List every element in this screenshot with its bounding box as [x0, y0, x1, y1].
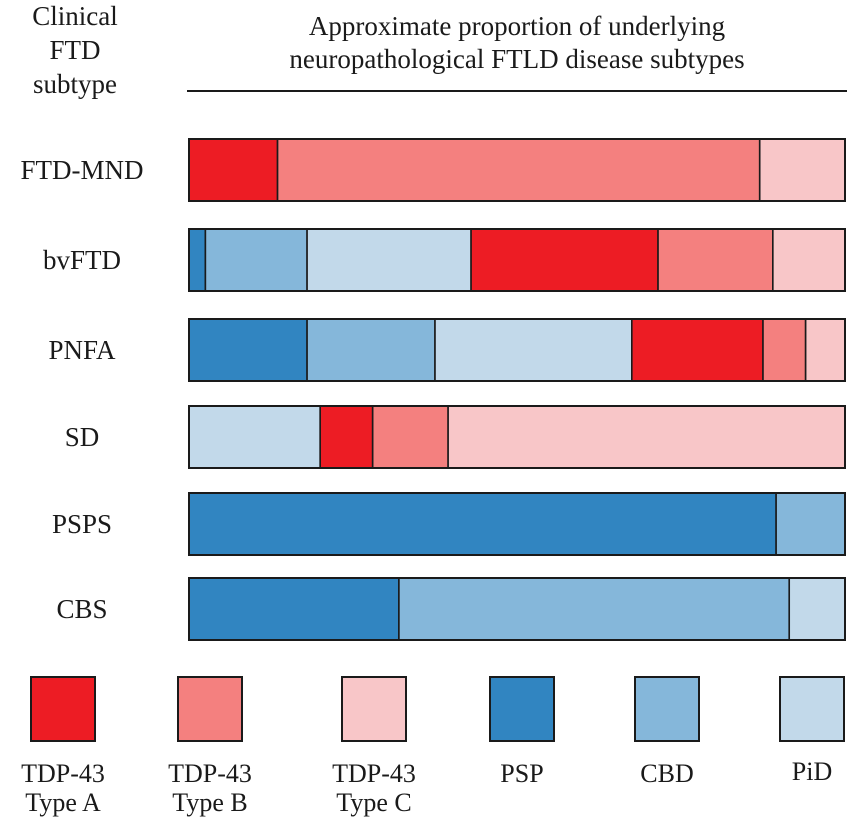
bar-segment-pnfa-pid	[434, 318, 633, 382]
row-header-line-3: subtype	[33, 69, 117, 99]
category-label-ftd-mnd: FTD-MND	[20, 155, 143, 185]
bar-segment-bvftd-tdp-43-type-c	[772, 228, 846, 292]
bar-segment-sd-pid	[188, 405, 321, 469]
legend-label-tdp-43-type-b-line-2: Type B	[172, 788, 247, 817]
bar-segment-bvftd-cbd	[204, 228, 308, 292]
category-label-psps: PSPS	[52, 509, 112, 539]
bar-segment-pnfa-cbd	[306, 318, 436, 382]
legend-item-cbd: CBD	[634, 676, 700, 788]
bar-segment-cbs-pid	[788, 577, 846, 641]
bar-outline-psps	[188, 492, 846, 556]
chart-title-line-2: neuropathological FTLD disease subtypes	[289, 44, 744, 74]
legend-label-tdp-43-type-c-line-2: Type C	[336, 788, 411, 817]
bar-segment-bvftd-tdp-43-type-b	[657, 228, 774, 292]
bars	[188, 138, 846, 641]
bar-segment-sd-tdp-43-type-a	[319, 405, 374, 469]
legend-swatch-cbd	[634, 676, 700, 742]
legend-label-tdp-43-type-a-line-2: Type A	[25, 788, 101, 817]
category-label-bvftd: bvFTD	[43, 245, 121, 275]
legend-label-pid-line-1: PiD	[792, 757, 832, 786]
bar-segment-pnfa-psp	[188, 318, 308, 382]
legend-swatch-pid	[779, 676, 845, 742]
bar-segment-ftd-mnd-tdp-43-type-b	[276, 138, 761, 202]
legend-label-tdp-43-type-c-line-1: TDP-43	[332, 759, 416, 788]
legend-swatch-tdp-43-type-b	[177, 676, 243, 742]
bar-segment-sd-tdp-43-type-c	[447, 405, 846, 469]
bar-outline-cbs	[188, 577, 846, 641]
bar-segment-bvftd-pid	[306, 228, 472, 292]
category-label-pnfa: PNFA	[48, 335, 116, 365]
bar-row-pnfa	[188, 318, 846, 382]
legend-label-tdp-43-type-a-line-1: TDP-43	[21, 759, 105, 788]
legend-label-cbd-line-1: CBD	[640, 759, 693, 788]
legend-label-psp-line-1: PSP	[500, 759, 543, 788]
bar-row-psps	[188, 492, 846, 556]
bar-segment-pnfa-tdp-43-type-a	[630, 318, 764, 382]
bar-segment-psps-psp	[188, 492, 777, 556]
bar-row-bvftd	[188, 228, 846, 292]
bar-row-ftd-mnd	[188, 138, 846, 202]
bar-outline-bvftd	[188, 228, 846, 292]
bar-segment-ftd-mnd-tdp-43-type-a	[188, 138, 279, 202]
bar-row-sd	[188, 405, 846, 469]
legend-label-tdp-43-type-b-line-1: TDP-43	[168, 759, 252, 788]
bar-segment-bvftd-tdp-43-type-a	[470, 228, 659, 292]
category-labels: FTD-MND bvFTD PNFA SD PSPS CBS	[20, 155, 143, 624]
row-header-line-1: Clinical	[32, 1, 117, 31]
chart-title-line-1: Approximate proportion of underlying	[309, 11, 725, 41]
row-header-line-2: FTD	[49, 35, 100, 65]
legend-swatch-tdp-43-type-a	[30, 676, 96, 742]
bar-row-cbs	[188, 577, 846, 641]
legend-swatch-psp	[489, 676, 555, 742]
bar-outline-pnfa	[188, 318, 846, 382]
row-header: Clinical FTD subtype	[32, 1, 117, 99]
bar-outline-ftd-mnd	[188, 138, 846, 202]
bar-segment-cbs-psp	[188, 577, 400, 641]
bar-segment-bvftd-psp	[188, 228, 207, 292]
legend-swatch-tdp-43-type-c	[341, 676, 407, 742]
bar-segment-pnfa-tdp-43-type-c	[804, 318, 846, 382]
bar-segment-sd-tdp-43-type-b	[371, 405, 449, 469]
legend-item-psp: PSP	[489, 676, 555, 788]
legend-item-pid: PiD	[779, 676, 845, 786]
category-label-sd: SD	[65, 422, 100, 452]
bar-segment-psps-cbd	[775, 492, 846, 556]
chart-title: Approximate proportion of underlying neu…	[289, 11, 744, 74]
bar-outline-sd	[188, 405, 846, 469]
bar-segment-ftd-mnd-tdp-43-type-c	[758, 138, 846, 202]
category-label-cbs: CBS	[56, 594, 107, 624]
bar-segment-cbs-cbd	[398, 577, 791, 641]
bar-segment-pnfa-tdp-43-type-b	[762, 318, 807, 382]
